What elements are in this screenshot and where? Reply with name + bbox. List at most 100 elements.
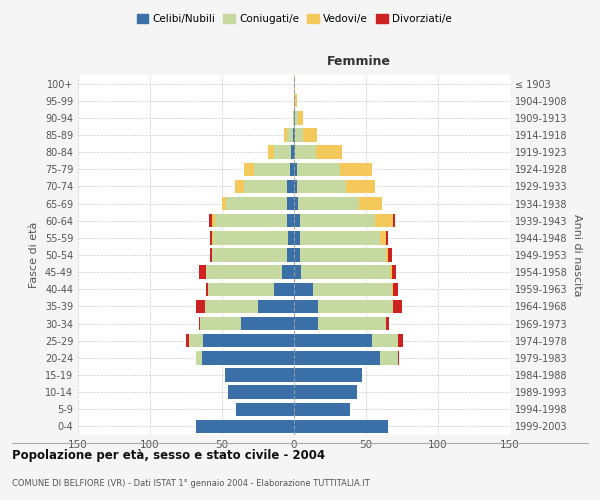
Bar xyxy=(394,214,395,228)
Bar xyxy=(291,146,294,159)
Bar xyxy=(244,162,254,176)
Bar xyxy=(294,266,301,279)
Bar xyxy=(287,128,293,141)
Bar xyxy=(295,94,297,108)
Bar xyxy=(294,368,362,382)
Bar xyxy=(294,351,380,364)
Bar xyxy=(211,231,212,244)
Bar xyxy=(206,282,208,296)
Bar xyxy=(212,231,214,244)
Bar xyxy=(346,180,374,193)
Bar xyxy=(294,386,358,399)
Bar xyxy=(287,180,294,193)
Bar xyxy=(298,111,302,124)
Bar xyxy=(212,248,287,262)
Bar xyxy=(398,351,399,364)
Bar xyxy=(254,162,290,176)
Bar xyxy=(293,128,294,141)
Y-axis label: Anni di nascita: Anni di nascita xyxy=(572,214,581,296)
Bar xyxy=(297,180,346,193)
Bar xyxy=(203,334,294,347)
Bar xyxy=(211,248,212,262)
Bar xyxy=(287,214,294,228)
Bar xyxy=(208,282,274,296)
Bar xyxy=(189,334,203,347)
Bar xyxy=(228,386,294,399)
Bar xyxy=(294,180,297,193)
Bar xyxy=(274,282,294,296)
Bar xyxy=(294,300,319,313)
Bar xyxy=(283,266,294,279)
Bar xyxy=(284,128,287,141)
Bar xyxy=(295,111,298,124)
Bar xyxy=(294,231,300,244)
Bar xyxy=(294,248,300,262)
Text: Popolazione per età, sesso e stato civile - 2004: Popolazione per età, sesso e stato civil… xyxy=(12,450,325,462)
Bar xyxy=(319,317,386,330)
Bar xyxy=(274,146,291,159)
Bar xyxy=(287,248,294,262)
Bar xyxy=(340,162,372,176)
Bar xyxy=(394,300,402,313)
Bar xyxy=(202,351,294,364)
Bar xyxy=(297,162,340,176)
Bar xyxy=(394,282,398,296)
Bar xyxy=(386,317,389,330)
Bar xyxy=(186,334,189,347)
Bar xyxy=(205,300,258,313)
Bar xyxy=(301,266,391,279)
Bar xyxy=(214,231,288,244)
Bar xyxy=(300,248,386,262)
Bar xyxy=(380,231,386,244)
Bar xyxy=(398,334,403,347)
Bar xyxy=(288,231,294,244)
Bar xyxy=(359,197,382,210)
Bar xyxy=(386,231,388,244)
Bar xyxy=(196,351,202,364)
Y-axis label: Fasce di età: Fasce di età xyxy=(29,222,39,288)
Bar xyxy=(392,266,396,279)
Bar xyxy=(290,162,294,176)
Bar xyxy=(295,128,302,141)
Text: Femmine: Femmine xyxy=(327,55,391,68)
Bar xyxy=(236,402,294,416)
Bar xyxy=(300,214,374,228)
Bar xyxy=(319,300,394,313)
Bar xyxy=(294,111,295,124)
Bar xyxy=(374,214,394,228)
Bar xyxy=(380,351,398,364)
Bar xyxy=(209,214,212,228)
Bar xyxy=(206,266,283,279)
Bar xyxy=(392,282,394,296)
Bar xyxy=(212,214,215,228)
Bar xyxy=(287,197,294,210)
Bar xyxy=(294,162,297,176)
Bar xyxy=(222,197,226,210)
Bar xyxy=(258,300,294,313)
Bar xyxy=(235,180,244,193)
Bar xyxy=(196,420,294,433)
Bar xyxy=(391,266,392,279)
Bar xyxy=(196,300,205,313)
Bar xyxy=(294,77,295,90)
Bar xyxy=(294,334,372,347)
Bar xyxy=(294,420,388,433)
Text: COMUNE DI BELFIORE (VR) - Dati ISTAT 1° gennaio 2004 - Elaborazione TUTTITALIA.I: COMUNE DI BELFIORE (VR) - Dati ISTAT 1° … xyxy=(12,478,370,488)
Bar xyxy=(372,334,398,347)
Bar xyxy=(226,197,287,210)
Bar xyxy=(294,402,350,416)
Bar xyxy=(294,94,295,108)
Bar xyxy=(313,282,392,296)
Bar xyxy=(302,128,317,141)
Bar xyxy=(293,111,294,124)
Bar xyxy=(200,317,241,330)
Bar xyxy=(294,146,295,159)
Bar xyxy=(300,231,380,244)
Bar xyxy=(294,317,319,330)
Bar xyxy=(294,282,313,296)
Bar xyxy=(244,180,287,193)
Bar xyxy=(388,248,392,262)
Bar xyxy=(268,146,274,159)
Bar xyxy=(316,146,341,159)
Bar xyxy=(294,197,298,210)
